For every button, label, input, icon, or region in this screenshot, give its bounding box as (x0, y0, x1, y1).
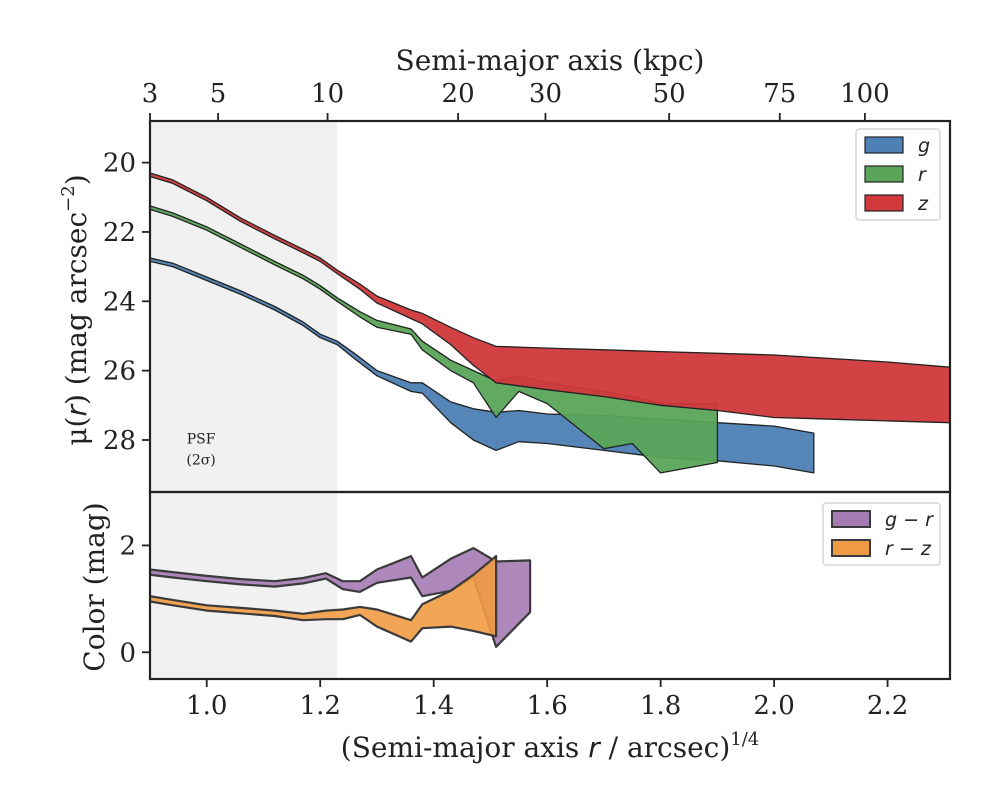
x-tick-label: 1.2 (300, 691, 341, 721)
top-x-tick-label: 75 (763, 79, 796, 109)
legend-swatch-z (864, 194, 904, 212)
bottom-y-axis-title: Color (mag) (78, 502, 111, 671)
legend-label-g-minus-r: g − r (885, 509, 934, 531)
legend-swatch-g (864, 136, 904, 154)
y-tick-label: 2 (119, 531, 136, 561)
y-tick-label: 22 (103, 218, 136, 248)
top-panel-y-axis: 20 22 24 26 28 (103, 149, 150, 456)
bottom-panel-series (151, 547, 532, 648)
top-legend: g r z (855, 128, 941, 221)
legend-swatch-r (864, 165, 904, 183)
psf-annotation-line2: (2σ) (186, 452, 215, 468)
top-x-axis-kpc: 3 5 10 20 30 50 75 100 (142, 79, 890, 121)
top-x-tick-label: 20 (442, 79, 475, 109)
y-tick-label: 0 (119, 638, 136, 668)
legend-swatch-g-minus-r (831, 510, 871, 528)
x-tick-label: 2.0 (753, 691, 794, 721)
bottom-panel-frame (148, 490, 952, 681)
x-axis-title: (Semi-major axis r / arcsec)1/4 (341, 729, 759, 764)
top-y-axis-title: μ(r) (mag arcsec−2) (58, 174, 93, 445)
legend-label-r-minus-z: r − z (885, 538, 932, 560)
top-x-tick-label: 100 (840, 79, 890, 109)
bottom-x-axis: 1.0 1.2 1.4 1.6 1.8 2.0 2.2 (186, 679, 908, 721)
top-x-tick-label: 10 (311, 79, 344, 109)
x-tick-label: 1.4 (413, 691, 454, 721)
legend-label-g: g (918, 135, 930, 157)
legend-label-r: r (918, 164, 927, 186)
x-tick-label: 2.2 (867, 691, 908, 721)
top-x-tick-label: 5 (210, 79, 227, 109)
top-axis-title: Semi-major axis (kpc) (396, 44, 705, 77)
y-tick-label: 20 (103, 149, 136, 179)
legend-label-z: z (917, 193, 929, 215)
x-tick-label: 1.8 (640, 691, 681, 721)
band-r (151, 205, 719, 474)
y-tick-label: 24 (103, 287, 136, 317)
top-panel-series (151, 172, 950, 474)
band-r-minus-z (151, 555, 498, 643)
band-g-minus-r (151, 547, 532, 648)
bottom-legend: g − r r − z (822, 502, 941, 566)
psf-annotation-line1: PSF (187, 431, 216, 447)
psf-shaded-region-top (150, 121, 338, 492)
band-z (151, 172, 950, 424)
top-x-tick-label: 30 (529, 79, 562, 109)
y-tick-label: 28 (103, 426, 136, 456)
top-x-tick-label: 50 (653, 79, 686, 109)
x-tick-label: 1.0 (186, 691, 227, 721)
y-tick-label: 26 (103, 357, 136, 387)
top-x-tick-label: 3 (142, 79, 159, 109)
legend-swatch-r-minus-z (831, 539, 871, 557)
x-tick-label: 1.6 (526, 691, 567, 721)
bottom-panel-y-axis: 02 (119, 531, 150, 668)
